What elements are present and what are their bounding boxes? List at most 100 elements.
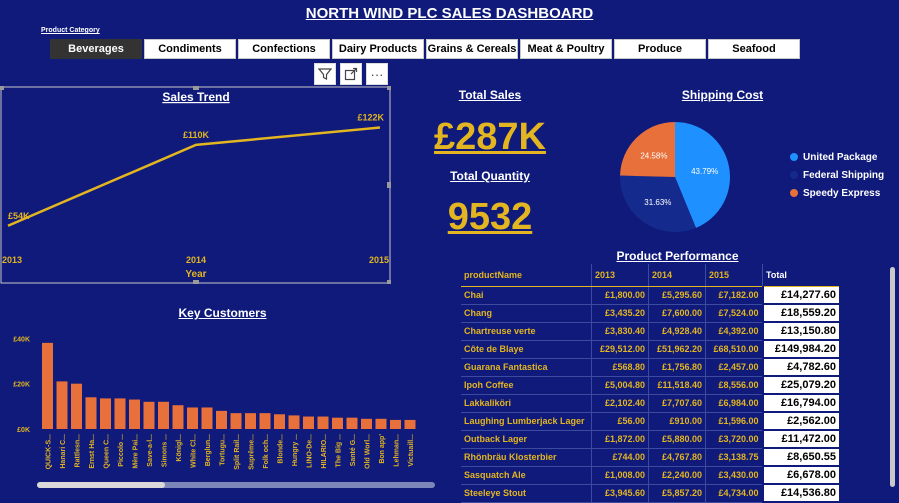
year-value-cell: £3,435.20: [591, 304, 649, 323]
more-options-button[interactable]: ···: [366, 63, 388, 85]
slicer-item[interactable]: Produce: [614, 39, 706, 59]
column-header[interactable]: 2015: [705, 264, 763, 287]
column-header[interactable]: Total: [762, 264, 839, 287]
column-header[interactable]: 2013: [591, 264, 649, 287]
year-value-cell: £4,928.40: [648, 322, 706, 341]
horizontal-scrollbar-thumb[interactable]: [37, 482, 165, 488]
pie-slice: [620, 175, 696, 232]
customer-bar: [404, 419, 416, 429]
table-row[interactable]: Rhönbräu Klosterbier £744.00 £4,767.80 £3,1…: [461, 448, 839, 467]
year-value-cell: £910.00: [648, 412, 706, 431]
bar-x-tick: Folk och...: [263, 434, 270, 469]
customer-bar: [187, 407, 198, 429]
total-cell: £6,678.00: [761, 466, 839, 485]
total-cell: £16,794.00: [761, 394, 839, 413]
legend-item[interactable]: Speedy Express: [790, 184, 884, 202]
year-value-cell: £4,734.00: [705, 484, 763, 503]
slicer-item[interactable]: Seafood: [708, 39, 800, 59]
table-row[interactable]: Sasquatch Ale £1,008.00 £2,240.00 £3,430.00…: [461, 466, 839, 485]
table-row[interactable]: Ipoh Coffee £5,004.80 £11,518.40 £8,556.00 £…: [461, 376, 839, 395]
bar-x-tick: White Cl...: [191, 434, 198, 468]
shipping-cost-pie[interactable]: 43.79% 31.63% 24.58%: [610, 112, 740, 242]
slicer-item[interactable]: Beverages: [50, 39, 142, 59]
customer-bar: [158, 401, 169, 429]
focus-mode-icon[interactable]: [340, 63, 362, 85]
product-name-cell: Chai: [461, 286, 592, 305]
legend-item[interactable]: Federal Shipping: [790, 166, 884, 184]
table-row[interactable]: Outback Lager £1,872.00 £5,880.00 £3,720.00…: [461, 430, 839, 449]
sales-trend-title: Sales Trend: [162, 90, 229, 104]
bar-x-tick: Save-a-l...: [147, 434, 154, 467]
product-name-cell: Steeleye Stout: [461, 484, 592, 503]
year-value-cell: £8,556.00: [705, 376, 763, 395]
horizontal-scrollbar[interactable]: [37, 482, 435, 488]
product-name-cell: Guarana Fantastica: [461, 358, 592, 377]
funnel-icon[interactable]: [314, 63, 336, 85]
year-value-cell: £3,430.00: [705, 466, 763, 485]
customer-bar: [129, 399, 140, 429]
year-value-cell: £568.80: [591, 358, 649, 377]
slicer-item[interactable]: Grains & Cereals: [426, 39, 518, 59]
pie-slice-label: 43.79%: [691, 167, 718, 176]
legend-swatch: [790, 171, 798, 179]
column-header-product[interactable]: productName: [461, 264, 592, 287]
legend-item[interactable]: United Package: [790, 148, 884, 166]
table-row[interactable]: Laughing Lumberjack Lager £56.00 £910.00 £1…: [461, 412, 839, 431]
bar-x-tick: Mère Pai...: [133, 434, 140, 469]
product-name-cell: Sasquatch Ale: [461, 466, 592, 485]
year-value-cell: £3,720.00: [705, 430, 763, 449]
year-value-cell: £5,295.60: [648, 286, 706, 305]
key-customers-chart[interactable]: £0K £20K £40K QUICK-S... Hanari C... Rattlesn…: [0, 322, 440, 480]
customer-bar: [288, 415, 300, 429]
table-row[interactable]: Côte de Blaye £29,512.00 £51,962.20 £68,510…: [461, 340, 839, 359]
slicer-item[interactable]: Condiments: [144, 39, 236, 59]
product-name-cell: Outback Lager: [461, 430, 592, 449]
bar-x-tick: Königl...: [176, 434, 183, 462]
total-cell: £14,277.60: [761, 286, 839, 305]
year-value-cell: £5,004.80: [591, 376, 649, 395]
bar-x-tick: Hanari C...: [60, 434, 67, 469]
vertical-scrollbar[interactable]: [890, 267, 895, 487]
customer-bar: [346, 417, 358, 429]
year-value-cell: £3,945.60: [591, 484, 649, 503]
year-value-cell: £3,138.75: [705, 448, 763, 467]
table-row[interactable]: Chai £1,800.00 £5,295.60 £7,182.00 £14,277.6…: [461, 286, 839, 305]
product-name-cell: Lakkaliköri: [461, 394, 592, 413]
year-value-cell: £6,984.00: [705, 394, 763, 413]
legend-label: United Package: [803, 151, 878, 163]
table-row[interactable]: Chang £3,435.20 £7,600.00 £7,524.00 £18,559.…: [461, 304, 839, 323]
year-value-cell: £11,518.40: [648, 376, 706, 395]
slicer-item[interactable]: Meat & Poultry: [520, 39, 612, 59]
year-value-cell: £29,512.00: [591, 340, 649, 359]
product-name-cell: Chartreuse verte: [461, 322, 592, 341]
sales-trend-x-tick: 2014: [186, 255, 206, 265]
year-value-cell: £1,008.00: [591, 466, 649, 485]
year-value-cell: £1,872.00: [591, 430, 649, 449]
visual-toolbar: ···: [314, 63, 392, 85]
customer-bar: [317, 416, 329, 429]
year-value-cell: £51,962.20: [648, 340, 706, 359]
dashboard-title: NORTH WIND PLC SALES DASHBOARD: [305, 5, 594, 22]
slicer-item[interactable]: Confections: [238, 39, 330, 59]
table-row[interactable]: Guarana Fantastica £568.80 £1,756.80 £2,457…: [461, 358, 839, 377]
product-performance-title: Product Performance: [616, 249, 739, 263]
year-value-cell: £7,707.60: [648, 394, 706, 413]
sales-trend-x-axis-label: Year: [185, 269, 206, 280]
customer-bar: [143, 401, 155, 429]
bar-x-tick: Blonde...: [278, 434, 285, 464]
bar-x-tick: Queen C...: [104, 434, 111, 469]
column-header[interactable]: 2014: [648, 264, 706, 287]
table-row[interactable]: Steeleye Stout £3,945.60 £5,857.20 £4,734.0…: [461, 484, 839, 503]
sales-trend-chart[interactable]: Sales Trend £54K £110K £122K 2013 2014 2015 Yea…: [0, 86, 392, 284]
year-value-cell: £5,880.00: [648, 430, 706, 449]
customer-bar: [216, 410, 227, 429]
total-cell: £14,536.80: [761, 484, 839, 503]
bar-x-tick: QUICK-S...: [46, 434, 53, 469]
slicer-item[interactable]: Dairy Products: [332, 39, 424, 59]
bar-y-tick: £40K: [13, 336, 30, 343]
table-row[interactable]: Lakkaliköri £2,102.40 £7,707.60 £6,984.00 £1…: [461, 394, 839, 413]
table-row[interactable]: Chartreuse verte £3,830.40 £4,928.40 £4,392…: [461, 322, 839, 341]
year-value-cell: £56.00: [591, 412, 649, 431]
legend-swatch: [790, 153, 798, 161]
sales-trend-data-label: £122K: [357, 113, 384, 123]
